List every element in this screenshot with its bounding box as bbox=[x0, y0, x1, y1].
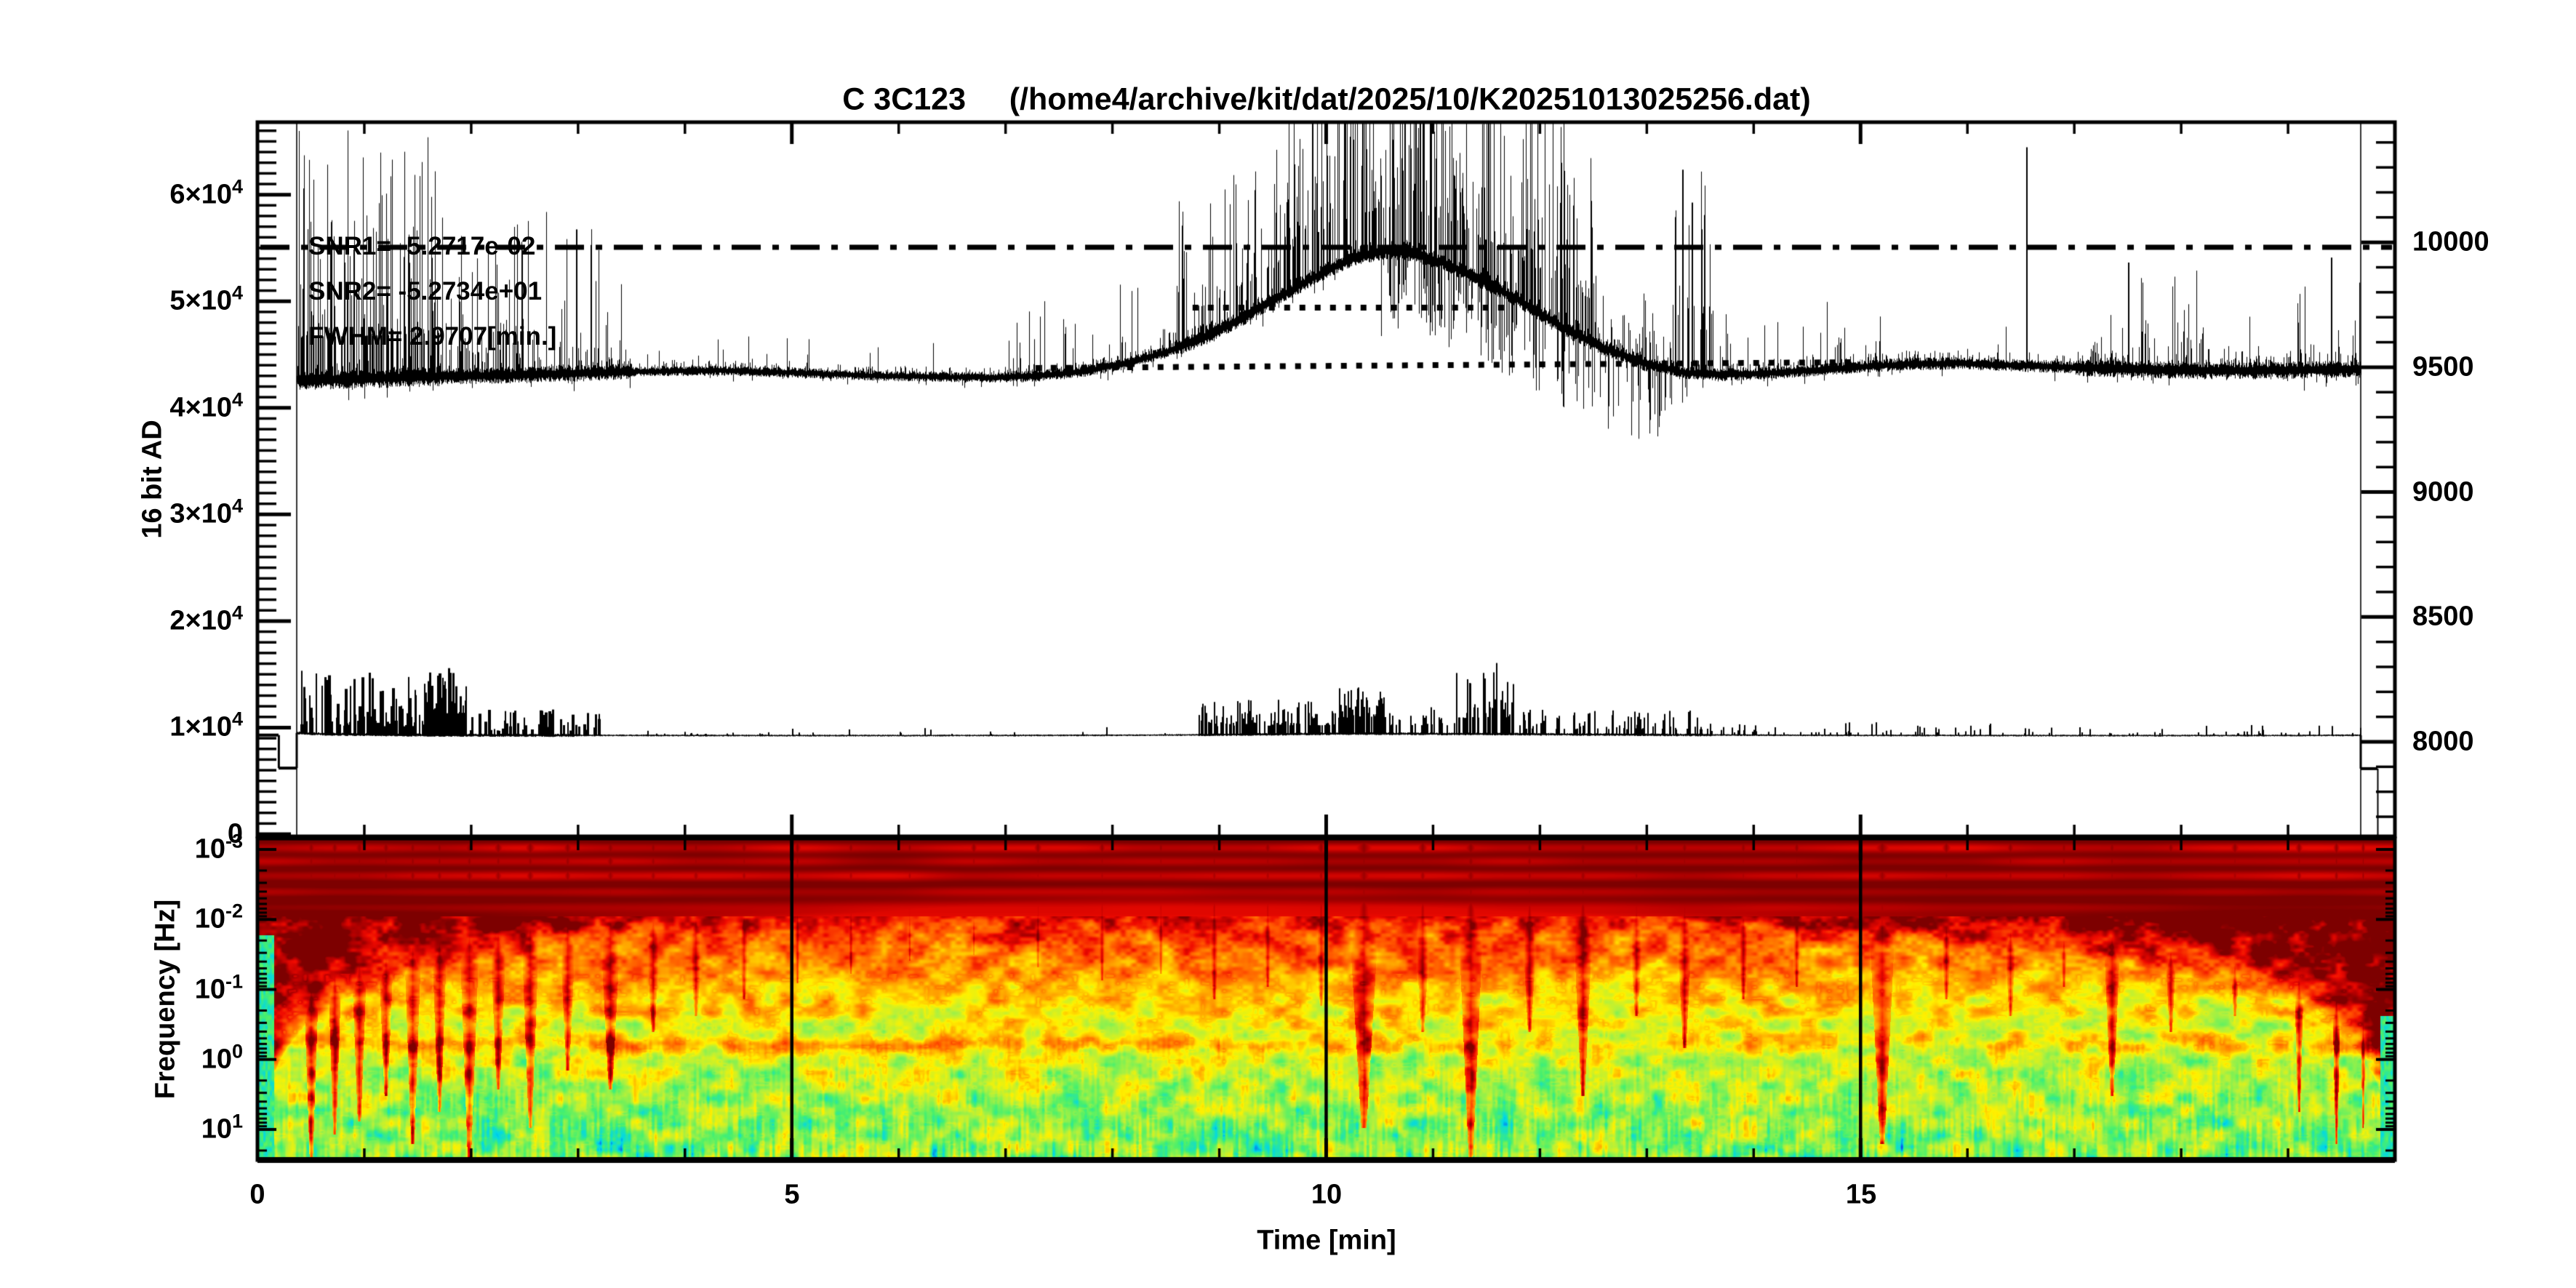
right-axis-tick-label: 9500 bbox=[2412, 351, 2474, 383]
tick-exponent: 4 bbox=[231, 601, 243, 624]
tick-exponent: 4 bbox=[231, 281, 243, 304]
right-axis-tick-label: 8000 bbox=[2412, 726, 2474, 757]
freq-axis-tick-label: 100 bbox=[0, 1040, 243, 1076]
freq-axis-title: Frequency [Hz] bbox=[150, 899, 181, 1100]
x-axis-tick-label: 0 bbox=[249, 1179, 265, 1210]
tick-text: 10 bbox=[194, 974, 225, 1005]
x-axis-tick-label: 5 bbox=[784, 1179, 800, 1210]
tick-exponent: -3 bbox=[225, 830, 243, 852]
tick-text: 10 bbox=[194, 903, 225, 935]
left-axis-tick-label: 2×104 bbox=[0, 602, 243, 637]
left-axis-tick-label: 5×104 bbox=[0, 282, 243, 317]
left-axis-tick-label: 4×104 bbox=[0, 389, 243, 424]
tick-text: 6×10 bbox=[169, 179, 232, 210]
right-axis-tick-label: 9000 bbox=[2412, 476, 2474, 508]
tick-exponent: 4 bbox=[231, 495, 243, 517]
page-title: C 3C123 (/home4/archive/kit/dat/2025/10/… bbox=[842, 81, 1811, 117]
tick-text: 1×10 bbox=[169, 711, 232, 743]
tick-text: 0 bbox=[227, 818, 243, 849]
x-axis-tick-label: 15 bbox=[1845, 1179, 1877, 1210]
tick-text: 10 bbox=[201, 1113, 232, 1145]
left-axis-tick-label: 0 bbox=[0, 819, 243, 850]
tick-exponent: 0 bbox=[231, 1040, 243, 1063]
freq-axis-tick-label: 10-3 bbox=[0, 830, 243, 865]
left-axis-tick-label: 3×104 bbox=[0, 495, 243, 530]
tick-exponent: -2 bbox=[225, 900, 243, 922]
x-axis-tick-label: 10 bbox=[1311, 1179, 1343, 1210]
snr2-annotation: SNR2= -5.2734e+01 bbox=[308, 277, 543, 305]
tick-exponent: 4 bbox=[231, 388, 243, 411]
freq-axis-tick-label: 10-2 bbox=[0, 900, 243, 935]
right-axis-tick-label: 10000 bbox=[2412, 226, 2489, 257]
right-axis-tick-label: 8500 bbox=[2412, 601, 2474, 632]
freq-axis-tick-label: 101 bbox=[0, 1110, 243, 1145]
tick-text: 3×10 bbox=[169, 498, 232, 529]
tick-text: 10 bbox=[201, 1044, 232, 1075]
tick-text: 5×10 bbox=[169, 285, 232, 316]
fwhm-annotation: FWHM= 2.9707[min.] bbox=[308, 322, 557, 351]
left-axis-tick-label: 1×104 bbox=[0, 708, 243, 743]
tick-exponent: 1 bbox=[231, 1110, 243, 1132]
tick-exponent: 4 bbox=[231, 175, 243, 198]
x-axis-title: Time [min] bbox=[1257, 1225, 1396, 1256]
freq-axis-tick-label: 10-1 bbox=[0, 971, 243, 1006]
left-axis-tick-label: 6×104 bbox=[0, 176, 243, 211]
tick-exponent: 4 bbox=[231, 708, 243, 730]
left-axis-title: 16 bit AD bbox=[137, 420, 168, 539]
tick-text: 4×10 bbox=[169, 392, 232, 423]
snr1-annotation: SNR1= -5.2717e-02 bbox=[308, 232, 536, 260]
tick-text: 10 bbox=[194, 833, 225, 865]
tick-exponent: -1 bbox=[225, 970, 243, 993]
tick-text: 2×10 bbox=[169, 605, 232, 636]
